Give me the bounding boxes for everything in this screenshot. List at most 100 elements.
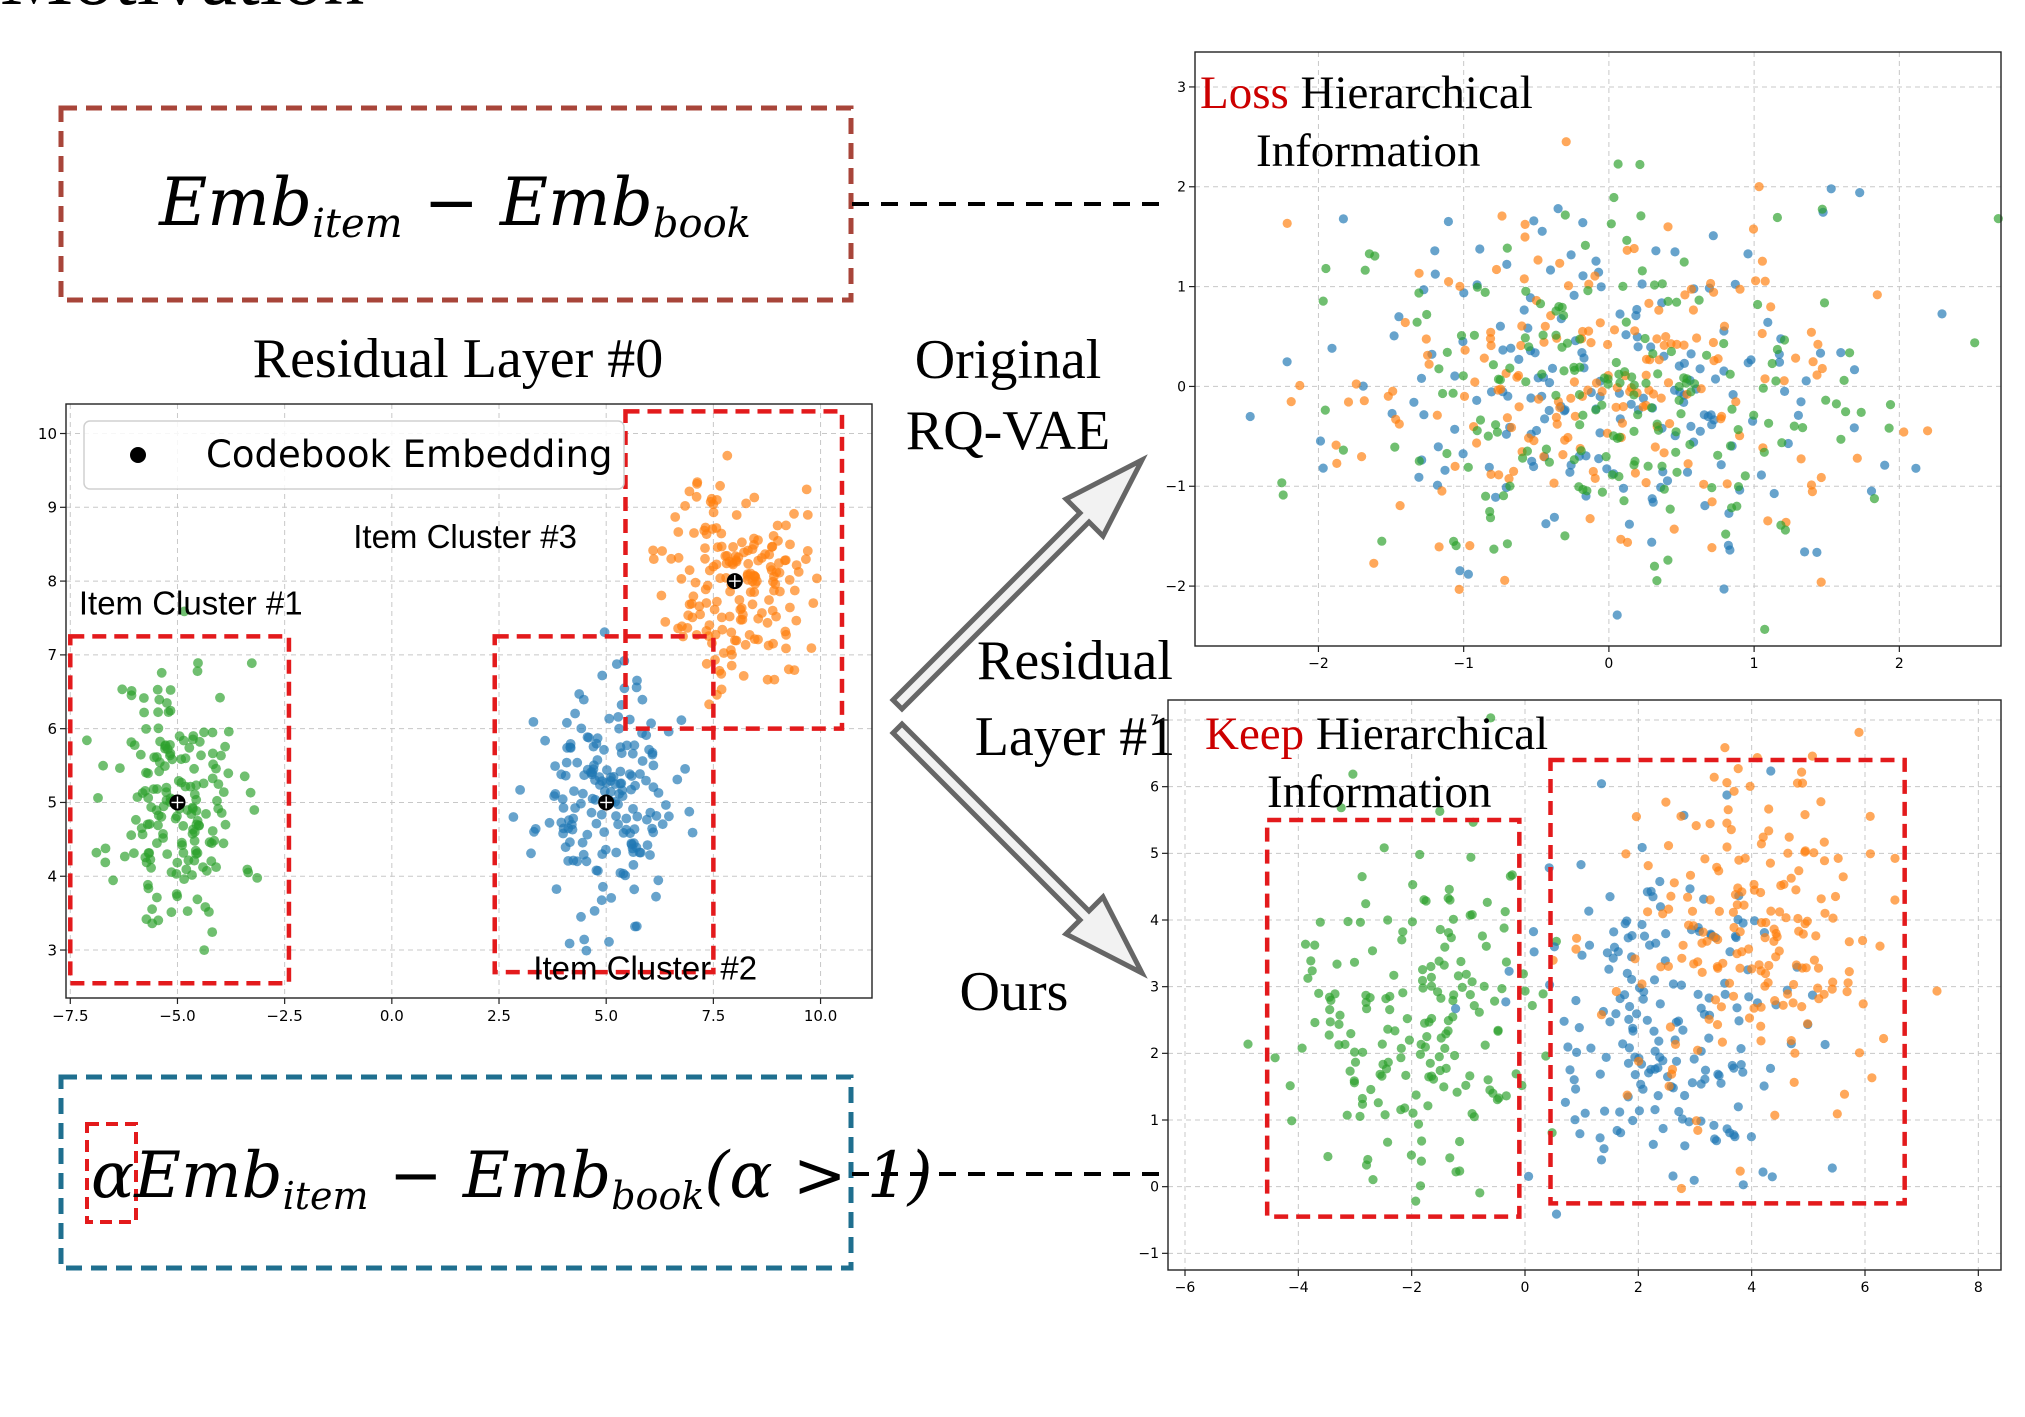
data-point xyxy=(193,820,204,831)
data-point xyxy=(578,849,589,860)
data-point xyxy=(1624,519,1634,529)
data-point xyxy=(1733,425,1743,435)
data-point xyxy=(139,693,149,703)
data-point xyxy=(1615,993,1625,1004)
data-point xyxy=(1443,893,1453,903)
data-point xyxy=(1624,1014,1634,1024)
data-point xyxy=(1937,309,1947,319)
data-point xyxy=(1760,374,1770,384)
data-point xyxy=(1361,990,1371,1000)
data-point xyxy=(789,508,799,519)
data-point xyxy=(1404,1035,1414,1045)
data-point xyxy=(1416,373,1427,383)
data-point xyxy=(1303,973,1313,983)
data-point xyxy=(1541,1051,1551,1061)
data-point xyxy=(1789,979,1799,990)
data-point xyxy=(637,756,648,766)
data-point xyxy=(1555,403,1565,413)
data-point xyxy=(1310,940,1320,950)
data-point xyxy=(1640,333,1650,344)
data-point xyxy=(1865,849,1875,859)
data-point xyxy=(1707,543,1717,553)
data-point xyxy=(564,938,575,949)
data-point xyxy=(1688,921,1698,931)
data-point xyxy=(115,763,125,773)
data-point xyxy=(1726,825,1736,835)
data-point xyxy=(1683,892,1693,902)
data-point xyxy=(1514,402,1524,412)
data-point xyxy=(1757,328,1767,339)
data-point xyxy=(1551,330,1561,340)
data-point xyxy=(784,575,795,585)
data-point xyxy=(1465,541,1475,551)
data-point xyxy=(1467,977,1477,987)
data-point xyxy=(1388,386,1398,396)
data-point xyxy=(641,775,651,786)
data-point xyxy=(622,740,632,751)
data-point xyxy=(1843,978,1853,988)
data-point xyxy=(1611,986,1621,997)
data-point xyxy=(1705,819,1715,829)
y-tick-label: 5 xyxy=(47,794,57,812)
data-point xyxy=(1713,963,1723,973)
data-point xyxy=(146,862,157,873)
bottom-plot-title-line2: Information xyxy=(1267,766,1492,818)
data-point xyxy=(1479,981,1489,992)
data-point xyxy=(1560,210,1570,220)
data-point xyxy=(1733,914,1743,925)
data-point xyxy=(1653,1091,1663,1101)
data-point xyxy=(604,936,614,947)
data-point xyxy=(1724,978,1735,988)
data-point xyxy=(1766,906,1776,916)
data-point xyxy=(1641,478,1651,488)
data-point xyxy=(1549,478,1559,488)
data-point xyxy=(1458,371,1468,381)
data-point xyxy=(1286,397,1296,407)
data-point xyxy=(243,867,254,878)
data-point xyxy=(220,819,231,830)
data-point xyxy=(1454,584,1464,595)
y-tick-label: 2 xyxy=(1177,180,1186,196)
data-point xyxy=(1760,624,1770,635)
data-point xyxy=(1520,986,1530,996)
data-point xyxy=(1733,764,1743,774)
data-point xyxy=(1470,377,1480,387)
data-point xyxy=(1689,1175,1699,1185)
data-point xyxy=(1348,769,1358,779)
y-tick-label: 7 xyxy=(1150,713,1159,729)
data-point xyxy=(1495,321,1505,331)
data-point xyxy=(143,848,154,858)
data-point xyxy=(1570,1115,1580,1125)
data-point xyxy=(1430,246,1440,256)
data-point xyxy=(220,741,231,752)
data-point xyxy=(1772,212,1782,223)
data-point xyxy=(126,737,137,747)
data-point xyxy=(1630,468,1640,478)
data-point xyxy=(1696,1079,1706,1089)
data-point xyxy=(1642,1015,1652,1025)
data-point xyxy=(722,450,733,461)
data-point xyxy=(185,781,196,792)
data-point xyxy=(1583,385,1593,395)
data-point xyxy=(1245,411,1255,422)
data-point xyxy=(1772,344,1782,355)
data-point xyxy=(246,658,257,669)
data-point xyxy=(1707,497,1717,507)
data-point xyxy=(179,606,190,617)
data-point xyxy=(1343,916,1353,927)
data-point xyxy=(1687,1078,1697,1088)
data-point xyxy=(1630,326,1640,336)
data-point xyxy=(1491,264,1502,275)
data-point xyxy=(1696,384,1706,394)
data-point xyxy=(1450,371,1460,381)
data-point xyxy=(199,727,209,738)
data-point xyxy=(772,520,783,531)
data-point xyxy=(637,694,648,705)
data-point xyxy=(731,556,742,567)
data-point xyxy=(252,873,263,883)
data-point xyxy=(1629,426,1639,436)
data-point xyxy=(161,782,172,793)
data-point xyxy=(1427,1071,1437,1081)
data-point xyxy=(673,527,684,537)
data-point xyxy=(1565,1065,1575,1075)
